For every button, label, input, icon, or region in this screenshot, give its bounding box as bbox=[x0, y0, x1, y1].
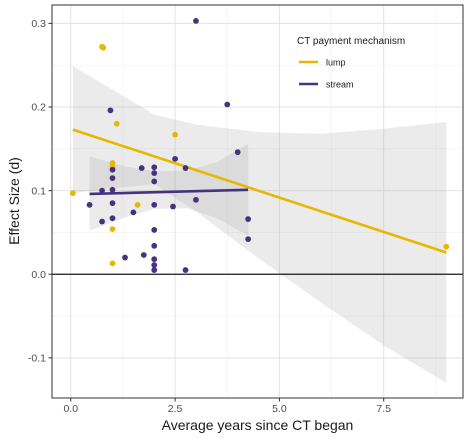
y-tick-label: 0.3 bbox=[31, 18, 46, 30]
trend-lines bbox=[72, 128, 447, 254]
point-lump bbox=[69, 190, 76, 197]
confidence-band-stream bbox=[89, 143, 249, 236]
x-tick-label: 5.0 bbox=[272, 403, 287, 415]
point-stream bbox=[193, 17, 199, 24]
point-stream bbox=[109, 175, 116, 181]
point-stream bbox=[193, 196, 199, 203]
x-axis-ticks: 0.0 2.5 5.0 7.5 bbox=[63, 398, 391, 415]
point-stream bbox=[140, 252, 147, 258]
point-stream bbox=[130, 209, 137, 216]
legend-title: CT payment mechanism bbox=[297, 36, 405, 47]
point-stream bbox=[109, 215, 116, 222]
data-points bbox=[69, 17, 450, 273]
point-stream bbox=[99, 218, 105, 225]
point-lump bbox=[109, 260, 116, 267]
point-stream bbox=[170, 203, 176, 210]
point-stream bbox=[151, 256, 158, 263]
y-axis-ticks: -0.1 0.0 0.1 0.2 0.3 bbox=[28, 18, 52, 365]
point-stream bbox=[245, 236, 252, 243]
point-stream bbox=[109, 166, 116, 173]
confidence-band-lump bbox=[72, 66, 447, 383]
point-lump bbox=[443, 243, 450, 250]
legend-label-stream: stream bbox=[326, 80, 354, 90]
point-stream bbox=[151, 178, 158, 185]
x-tick-label: 7.5 bbox=[376, 403, 391, 415]
x-tick-label: 2.5 bbox=[168, 403, 183, 415]
point-stream bbox=[122, 254, 128, 261]
point-stream bbox=[172, 155, 178, 162]
point-stream bbox=[86, 201, 93, 208]
point-lump bbox=[134, 201, 141, 208]
point-lump bbox=[109, 226, 116, 232]
point-stream bbox=[151, 170, 158, 176]
point-stream bbox=[151, 267, 158, 273]
point-lump bbox=[113, 120, 120, 127]
point-stream bbox=[151, 262, 158, 268]
confidence-ribbons bbox=[72, 66, 447, 383]
trend-line-lump bbox=[72, 128, 447, 254]
y-axis-title: Effect Size (d) bbox=[6, 157, 22, 245]
trend-line-stream bbox=[89, 188, 249, 196]
point-stream bbox=[182, 165, 189, 171]
point-stream bbox=[99, 187, 105, 194]
point-stream bbox=[151, 227, 158, 233]
panel-background bbox=[52, 5, 463, 398]
point-stream bbox=[151, 164, 158, 171]
point-stream bbox=[138, 165, 145, 171]
point-stream bbox=[107, 107, 114, 114]
point-stream bbox=[182, 267, 189, 273]
point-stream bbox=[151, 201, 158, 208]
point-lump bbox=[172, 131, 178, 138]
x-tick-label: 0.0 bbox=[63, 403, 78, 415]
point-lump bbox=[109, 160, 116, 166]
minor-gridlines bbox=[52, 5, 463, 398]
panel-border bbox=[51, 4, 464, 399]
point-stream bbox=[109, 200, 116, 207]
legend-label-lump: lump bbox=[326, 58, 346, 68]
point-stream bbox=[234, 149, 241, 156]
point-stream bbox=[151, 242, 158, 249]
point-lump bbox=[100, 44, 107, 51]
y-tick-label: 0.1 bbox=[31, 185, 46, 197]
y-tick-label: 0.2 bbox=[31, 102, 46, 114]
point-stream bbox=[245, 216, 252, 222]
point-stream bbox=[224, 101, 231, 108]
y-tick-label: -0.1 bbox=[28, 353, 46, 365]
y-tick-label: 0.0 bbox=[31, 269, 46, 281]
point-stream bbox=[109, 186, 116, 193]
legend: CT payment mechanism lump stream bbox=[297, 36, 405, 90]
x-axis-title: Average years since CT began bbox=[162, 417, 354, 433]
